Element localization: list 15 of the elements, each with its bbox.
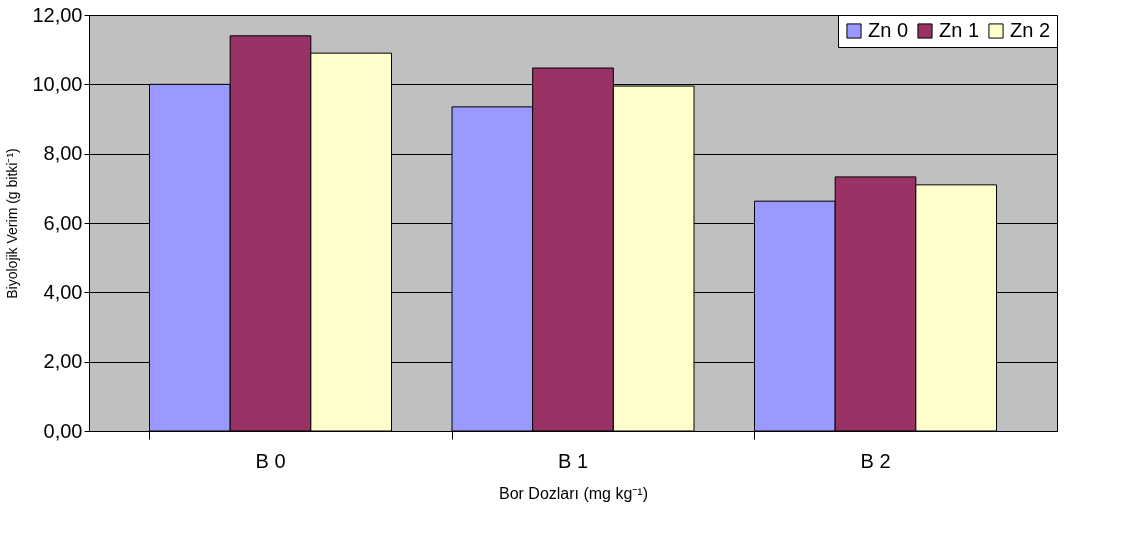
- legend-label: Zn 2: [1010, 19, 1051, 41]
- x-axis-title: Bor Dozları (mg kg⁻¹): [498, 484, 649, 502]
- y-tick-label: 8,00: [43, 142, 83, 165]
- x-tick-label: B 0: [255, 449, 286, 472]
- y-tick-label: 10,00: [32, 72, 83, 95]
- y-tick-label: 12,00: [32, 3, 83, 26]
- y-axis-title: Biyolojik Verim (g bitki⁻¹): [4, 148, 21, 299]
- legend-label: Zn 1: [939, 19, 980, 41]
- x-tick-label: B 2: [860, 449, 891, 472]
- y-tick-label: 2,00: [43, 350, 83, 373]
- legend-label: Zn 0: [868, 19, 909, 41]
- x-tick-label: B 1: [557, 449, 589, 472]
- y-tick-label: 4,00: [43, 280, 83, 303]
- y-tick-label: 6,00: [43, 211, 83, 234]
- y-tick-label: 0,00: [43, 419, 83, 442]
